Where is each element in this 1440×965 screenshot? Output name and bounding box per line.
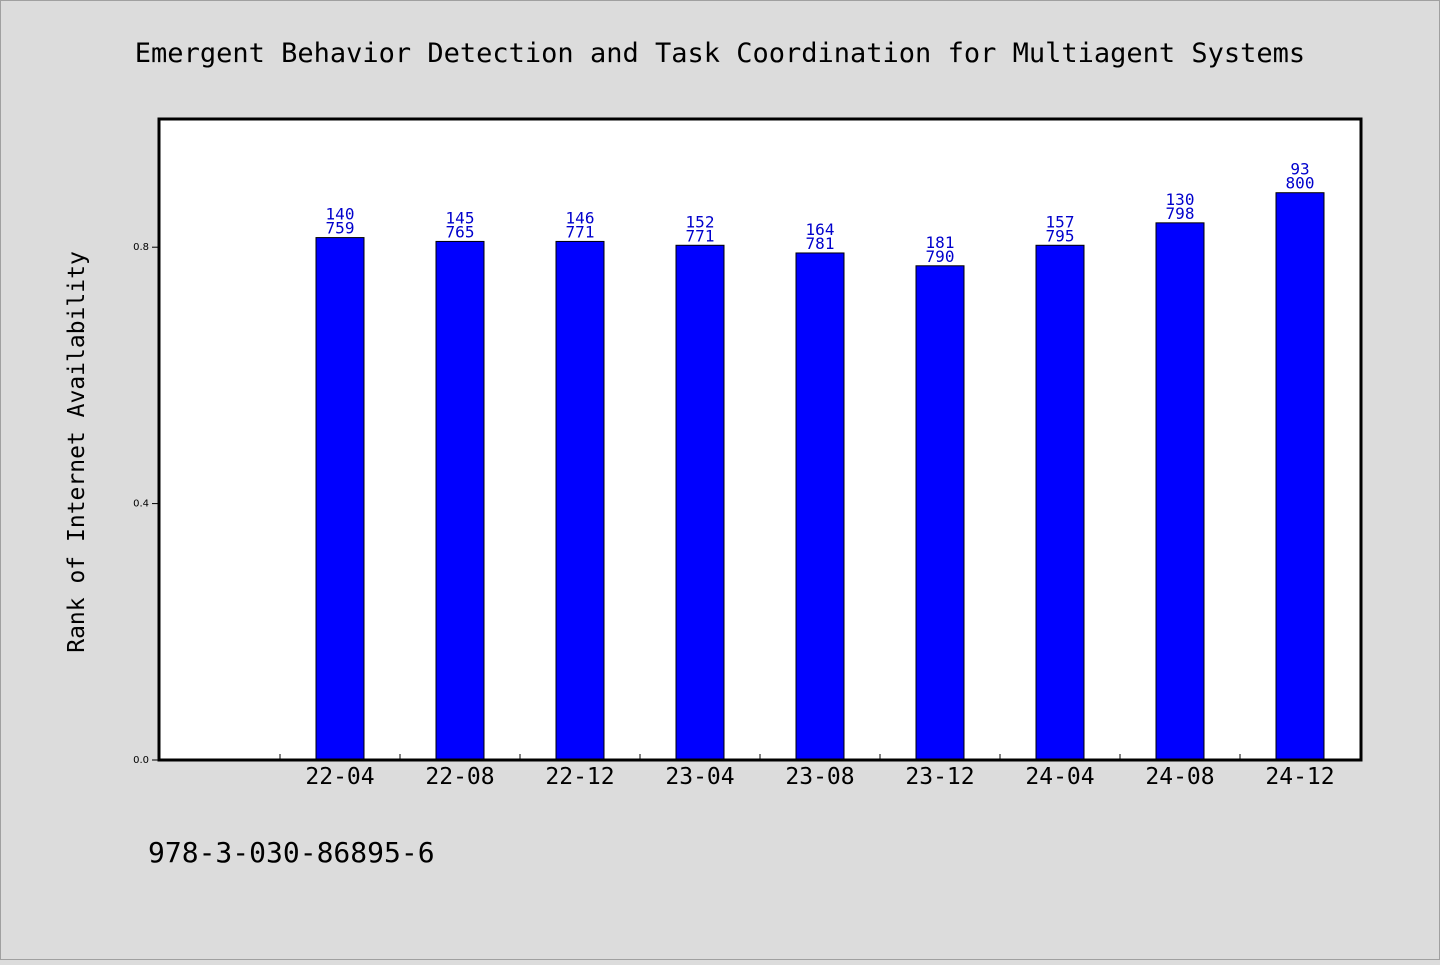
bar-label-top: 164 (806, 220, 835, 239)
bar-label-top: 140 (326, 205, 355, 224)
bar-label-top: 181 (926, 233, 955, 252)
plot-frame (157, 117, 1363, 762)
bar-label-bottom: 771 (686, 226, 715, 245)
x-tick-label: 24-08 (1145, 764, 1214, 790)
bar-label-top: 93 (1290, 160, 1309, 179)
axis-ticks: 0.0 0.4 0.8 22-04 22-08 22-12 23-04 23-08 23-12 2… (133, 242, 1361, 790)
bar-24-04 (1035, 244, 1085, 761)
x-tick-label: 23-12 (905, 764, 974, 790)
bar-label-top: 157 (1046, 212, 1075, 231)
x-tick-label: 22-04 (305, 764, 374, 790)
bar-22-12 (555, 240, 605, 761)
bar-label-bottom: 759 (326, 219, 355, 238)
bar-23-04 (675, 244, 725, 761)
y-tick-label: 0.4 (133, 499, 149, 510)
footer-isbn: 978-3-030-86895-6 (148, 836, 435, 869)
bar-label-bottom: 798 (1166, 204, 1195, 223)
bar-label-bottom: 781 (806, 234, 835, 253)
bar-label-bottom: 771 (566, 222, 595, 241)
bar-label-top: 130 (1166, 190, 1195, 209)
bar-label-bottom: 790 (926, 247, 955, 266)
bar-label-bottom: 800 (1286, 174, 1315, 193)
bar-23-12 (915, 265, 965, 761)
y-axis-label: Rank of Internet Availability (64, 251, 90, 653)
bar-22-08 (435, 240, 485, 761)
bar-label-top: 152 (686, 212, 715, 231)
bar-24-12 (1275, 192, 1325, 761)
x-tick-label: 22-08 (425, 764, 494, 790)
bar-22-04 (315, 237, 365, 761)
x-tick-label: 22-12 (545, 764, 614, 790)
x-tick-label: 23-08 (785, 764, 854, 790)
x-tick-label: 23-04 (665, 764, 734, 790)
bar-24-08 (1155, 222, 1205, 761)
chart-title: Emergent Behavior Detection and Task Coo… (135, 38, 1305, 69)
x-tick-label: 24-12 (1265, 764, 1334, 790)
bar-label-bottom: 795 (1046, 226, 1075, 245)
bars (315, 192, 1325, 761)
x-tick-label: 24-04 (1025, 764, 1094, 790)
y-tick-label: 0.8 (133, 242, 149, 253)
bar-23-08 (795, 252, 845, 761)
bar-label-top: 146 (566, 208, 595, 227)
bar-label-top: 145 (446, 208, 475, 227)
y-tick-label: 0.0 (133, 755, 149, 766)
bar-label-bottom: 765 (446, 222, 475, 241)
